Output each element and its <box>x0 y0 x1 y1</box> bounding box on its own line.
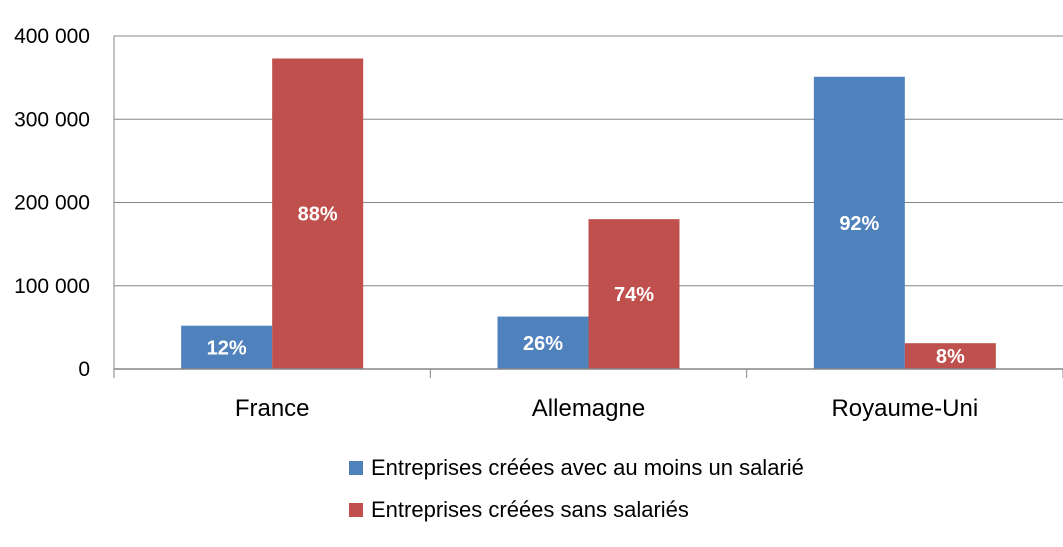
legend-label: Entreprises créées sans salariés <box>371 497 689 522</box>
legend-swatch <box>349 503 363 517</box>
data-label: 26% <box>523 333 563 355</box>
category-label: Royaume-Uni <box>831 395 978 422</box>
bar <box>272 58 364 369</box>
y-tick-label: 300 000 <box>14 108 90 131</box>
data-label: 92% <box>839 213 879 235</box>
x-axis <box>113 36 1063 378</box>
legend-label: Entreprises créées avec au moins un sala… <box>371 455 804 480</box>
y-tick-label: 0 <box>78 358 90 381</box>
y-tick-label: 100 000 <box>14 275 90 298</box>
bar <box>497 316 589 369</box>
bar <box>904 343 996 369</box>
y-axis-tick-labels: 0 100 000 200 000 300 000 400 000 <box>14 25 90 381</box>
data-label: 12% <box>207 337 247 359</box>
legend: Entreprises créées avec au moins un sala… <box>349 455 804 522</box>
bars: 12% 88% 26% 74% 92% 8% <box>181 58 996 369</box>
legend-swatch <box>349 461 363 475</box>
x-axis-category-labels: France Allemagne Royaume-Uni <box>235 395 978 422</box>
category-label: France <box>235 395 310 422</box>
data-label: 88% <box>298 204 338 226</box>
data-label: 8% <box>936 346 965 368</box>
y-tick-label: 400 000 <box>14 25 90 48</box>
y-tick-label: 200 000 <box>14 192 90 215</box>
bar <box>181 325 273 369</box>
data-label: 74% <box>614 284 654 306</box>
bar <box>813 76 905 369</box>
bar <box>588 219 680 369</box>
category-label: Allemagne <box>532 395 645 422</box>
